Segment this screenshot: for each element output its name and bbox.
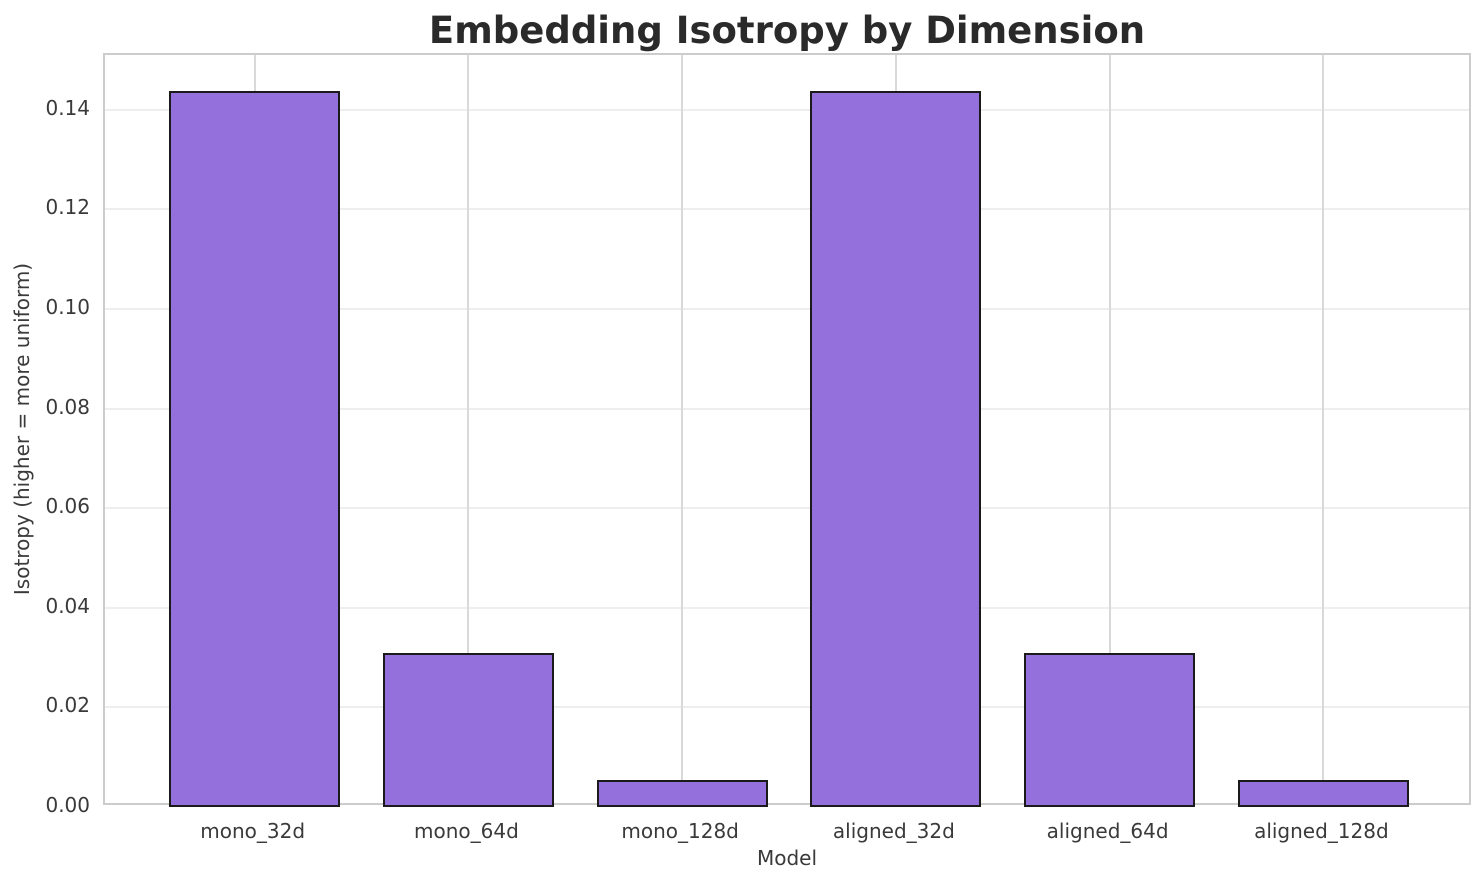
gridline-y xyxy=(105,208,1469,211)
x-tick-label: aligned_128d xyxy=(1254,819,1389,843)
x-tick-label: aligned_32d xyxy=(832,819,955,843)
gridline-y xyxy=(105,407,1469,410)
y-tick-label: 0.12 xyxy=(45,195,90,220)
chart-title: Embedding Isotropy by Dimension xyxy=(428,9,1146,52)
bar xyxy=(810,91,982,807)
y-tick-label: 0.04 xyxy=(45,593,90,618)
bar xyxy=(1237,779,1409,807)
y-tick-label: 0.02 xyxy=(45,693,90,718)
bar xyxy=(1024,653,1196,807)
gridline-x xyxy=(467,55,470,803)
gridline-x xyxy=(681,55,684,803)
gridline-y xyxy=(105,606,1469,609)
x-tick-label: mono_128d xyxy=(621,819,739,843)
y-tick-label: 0.08 xyxy=(45,394,90,419)
gridline-x xyxy=(1108,55,1111,803)
y-axis-label: Isotropy (higher = more uniform) xyxy=(10,262,34,596)
x-tick-label: mono_64d xyxy=(413,819,519,843)
y-tick-label: 0.10 xyxy=(45,294,90,319)
bar xyxy=(169,91,341,807)
bar xyxy=(382,653,554,807)
gridline-y xyxy=(105,108,1469,111)
y-tick-label: 0.00 xyxy=(45,793,90,817)
gridline-y xyxy=(105,706,1469,709)
gridline-x xyxy=(1322,55,1325,803)
y-tick-label: 0.14 xyxy=(45,95,90,120)
bar xyxy=(596,779,768,807)
y-tick-label: 0.06 xyxy=(45,494,90,519)
x-tick-label: mono_32d xyxy=(200,819,306,843)
plot-area xyxy=(103,53,1471,807)
x-axis-label: Model xyxy=(756,846,818,870)
gridline-y xyxy=(105,507,1469,510)
gridline-y xyxy=(105,307,1469,310)
x-tick-label: aligned_64d xyxy=(1046,819,1169,843)
